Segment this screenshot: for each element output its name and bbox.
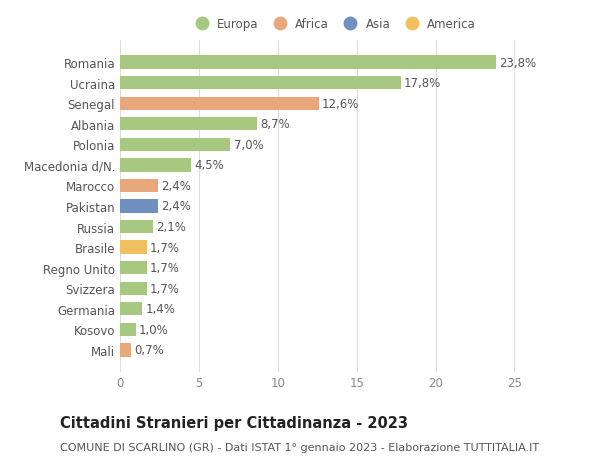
Bar xyxy=(120,262,147,275)
Legend: Europa, Africa, Asia, America: Europa, Africa, Asia, America xyxy=(187,14,479,34)
Bar xyxy=(120,200,158,213)
Bar xyxy=(120,77,401,90)
Text: Cittadini Stranieri per Cittadinanza - 2023: Cittadini Stranieri per Cittadinanza - 2… xyxy=(60,415,408,431)
Text: 1,7%: 1,7% xyxy=(150,262,180,274)
Bar xyxy=(120,323,136,336)
Bar xyxy=(120,179,158,193)
Text: 7,0%: 7,0% xyxy=(233,139,263,151)
Text: 2,4%: 2,4% xyxy=(161,179,191,192)
Text: 2,1%: 2,1% xyxy=(156,221,186,234)
Text: 23,8%: 23,8% xyxy=(499,56,536,69)
Bar xyxy=(120,241,147,254)
Text: 0,7%: 0,7% xyxy=(134,344,164,357)
Bar xyxy=(120,220,153,234)
Bar xyxy=(120,138,230,151)
Bar xyxy=(120,56,496,70)
Bar xyxy=(120,282,147,295)
Text: 8,7%: 8,7% xyxy=(260,118,290,131)
Bar xyxy=(120,302,142,316)
Text: 17,8%: 17,8% xyxy=(404,77,441,90)
Text: 12,6%: 12,6% xyxy=(322,97,359,111)
Bar xyxy=(120,343,131,357)
Bar xyxy=(120,97,319,111)
Bar xyxy=(120,118,257,131)
Text: 1,0%: 1,0% xyxy=(139,323,169,336)
Text: 1,7%: 1,7% xyxy=(150,241,180,254)
Text: 4,5%: 4,5% xyxy=(194,159,224,172)
Bar xyxy=(120,159,191,172)
Text: 2,4%: 2,4% xyxy=(161,200,191,213)
Text: 1,7%: 1,7% xyxy=(150,282,180,295)
Text: 1,4%: 1,4% xyxy=(145,302,175,316)
Text: COMUNE DI SCARLINO (GR) - Dati ISTAT 1° gennaio 2023 - Elaborazione TUTTITALIA.I: COMUNE DI SCARLINO (GR) - Dati ISTAT 1° … xyxy=(60,442,539,452)
